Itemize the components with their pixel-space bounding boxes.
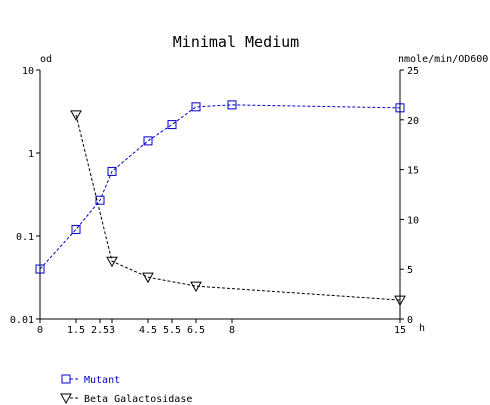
legend: Mutant Beta Galactosidase (60, 374, 192, 405)
data-point-triangle (70, 110, 82, 121)
legend-label: Beta Galactosidase (84, 394, 192, 405)
data-point-square (107, 166, 117, 176)
y-right-tick-label: 0 (407, 315, 413, 326)
data-point-square (143, 136, 153, 146)
series-layer (35, 100, 406, 307)
data-point-triangle (394, 295, 406, 307)
y-right-axis-label: nmole/min/OD600 (398, 54, 488, 65)
data-point-square (71, 224, 81, 234)
series-line (39, 104, 401, 270)
y-left-tick-label: 0.1 (16, 232, 34, 243)
y-left-axis-label: od (40, 54, 52, 65)
data-point-square (191, 102, 201, 112)
y-left-tick-label: 0.01 (10, 315, 34, 326)
y-right-tick-label: 5 (407, 265, 413, 276)
y-right-tick-label: 20 (407, 116, 419, 127)
legend-marker (61, 374, 71, 384)
data-point-square (95, 195, 105, 205)
x-tick-label: 15 (394, 325, 406, 336)
axes: 0.01 0.1 1 10 0 5 10 15 20 25 0 1.5 2.5 3 4.5 5.5 6.5 8 15 (10, 66, 419, 336)
x-tick-label: 2.5 (91, 325, 109, 336)
y-right-tick-label: 15 (407, 166, 419, 177)
x-tick-label: 1.5 (67, 325, 85, 336)
x-tick-label: 8 (229, 325, 235, 336)
x-tick-label: 4.5 (139, 325, 157, 336)
chart-title: Minimal Medium (173, 33, 299, 51)
y-right-tick-label: 25 (407, 66, 419, 77)
y-left-tick-label: 10 (22, 66, 34, 77)
data-point-square (395, 103, 405, 113)
legend-marker (60, 393, 72, 405)
y-right-tick-label: 10 (407, 215, 419, 226)
series-line (75, 114, 401, 301)
x-tick-label: 5.5 (163, 325, 181, 336)
y-left-tick-label: 1 (28, 149, 34, 160)
x-tick-label: 3 (109, 325, 115, 336)
x-tick-label: 6.5 (187, 325, 205, 336)
legend-label: Mutant (84, 375, 120, 386)
x-axis-label: h (419, 323, 425, 334)
x-tick-label: 0 (37, 325, 43, 336)
data-point-triangle (142, 272, 154, 284)
data-point-triangle (106, 256, 118, 268)
data-point-square (35, 264, 45, 274)
data-point-square (227, 100, 237, 110)
data-point-square (167, 120, 177, 130)
data-point-triangle (190, 281, 202, 293)
